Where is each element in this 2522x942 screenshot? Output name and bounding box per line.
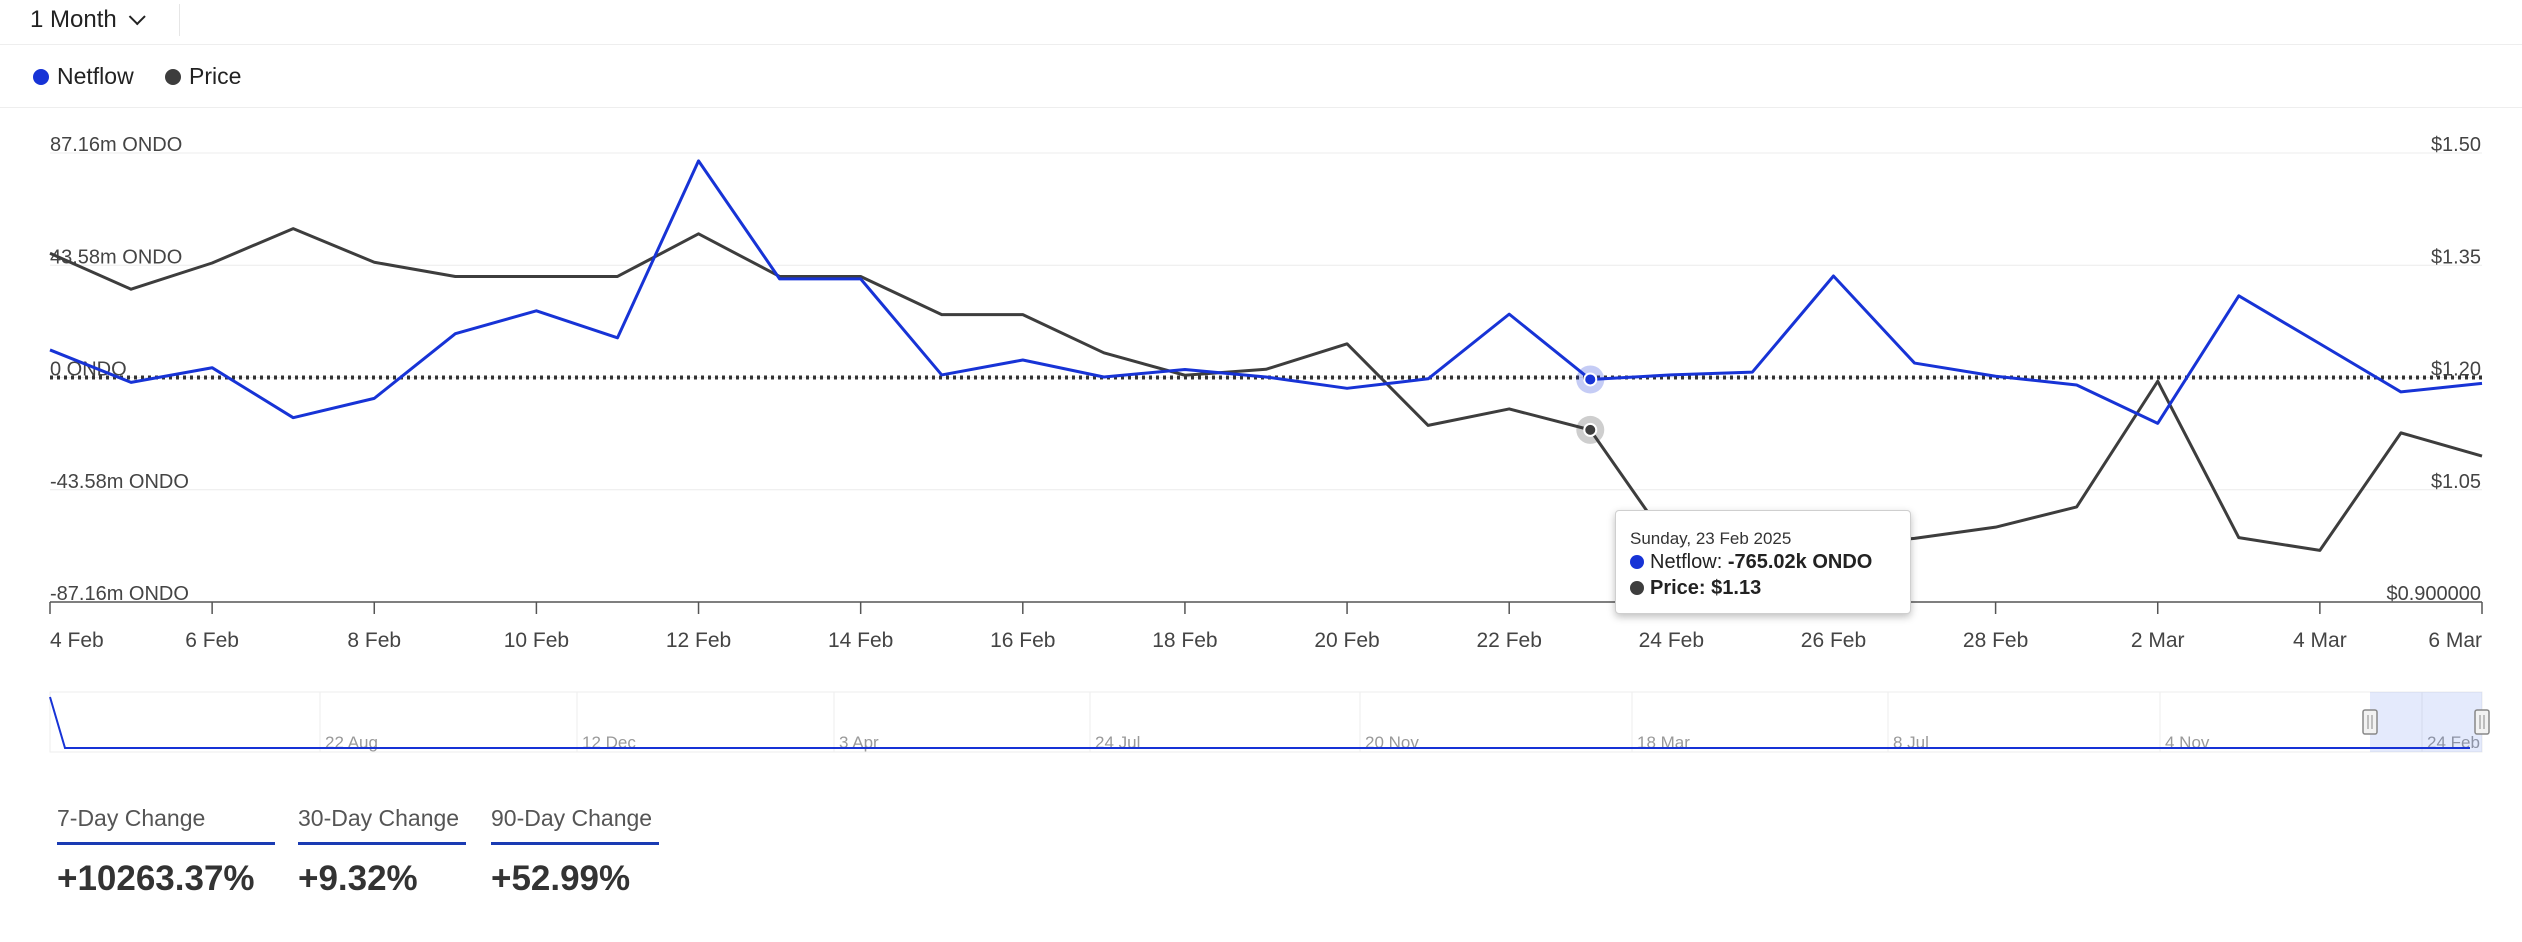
navigator-series-line — [49, 696, 2470, 749]
navigator-handle[interactable] — [2362, 709, 2378, 735]
price-hover-point — [1583, 422, 1598, 437]
tooltip-price-label: Price: — [1650, 577, 1712, 599]
navigator-label: 4 Nov — [2165, 733, 2210, 752]
x-tick-label: 22 Feb — [1477, 629, 1542, 652]
x-tick-label: 18 Feb — [1152, 629, 1217, 652]
x-tick-label: 6 Feb — [185, 629, 239, 652]
x-tick-label: 4 Mar — [2293, 629, 2347, 652]
tooltip: Sunday, 23 Feb 2025 Netflow: -765.02k ON… — [1615, 510, 1911, 614]
x-tick-label: 2 Mar — [2131, 629, 2185, 652]
stat-value: +52.99% — [491, 859, 631, 898]
stat-underline — [491, 842, 659, 845]
toolbar: 1 Month — [0, 0, 2522, 45]
navigator-label: 22 Aug — [325, 733, 378, 752]
price-dot-icon — [165, 69, 181, 85]
y-left-tick-label: -87.16m ONDO — [50, 583, 189, 605]
tooltip-netflow-label: Netflow: — [1650, 551, 1728, 573]
netflow-price-chart[interactable]: 87.16m ONDO 43.58m ONDO 0 ONDO -43.58m ONDO… — [0, 0, 2522, 800]
navigator-label: 8 Jul — [1893, 733, 1929, 752]
y-left-tick-label: 87.16m ONDO — [50, 134, 182, 156]
stat-30-day[interactable]: 30-Day Change +9.32% — [298, 805, 466, 899]
navigator-selection — [2370, 692, 2482, 752]
y-right-tick-label: $1.20 — [2431, 359, 2481, 381]
navigator-label: 24 Jul — [1095, 733, 1140, 752]
stat-underline — [57, 842, 275, 845]
legend-label: Price — [189, 63, 242, 89]
y-left-tick-label: 43.58m ONDO — [50, 246, 182, 268]
navigator-background — [49, 691, 2483, 753]
x-tick-label: 8 Feb — [347, 629, 401, 652]
stat-value: +9.32% — [298, 859, 418, 898]
y-left-tick-label: 0 ONDO — [50, 359, 127, 381]
stat-value: +10263.37% — [57, 859, 255, 898]
range-navigator: 22 Aug 12 Dec 3 Apr 24 Jul 20 Nov 18 Mar 8 Jul… — [49, 691, 2490, 753]
legend: Netflow Price — [0, 45, 2522, 108]
x-tick-label: 16 Feb — [990, 629, 1055, 652]
x-tick-label: 24 Feb — [1639, 629, 1704, 652]
netflow-series-line — [49, 159, 2483, 425]
y-right-tick-label: $1.05 — [2431, 471, 2481, 493]
change-stats: 7-Day Change +10263.37% 30-Day Change +9… — [0, 805, 2522, 942]
tooltip-netflow-row: Netflow: -765.02k ONDO — [1630, 551, 1872, 574]
y-right-tick-label: $0.900000 — [2386, 583, 2481, 605]
x-tick-label: 28 Feb — [1963, 629, 2028, 652]
tooltip-price-value: $1.13 — [1711, 577, 1762, 599]
stat-underline — [298, 842, 466, 845]
period-dropdown[interactable]: 1 Month — [30, 4, 180, 36]
x-tick-label: 14 Feb — [828, 629, 893, 652]
netflow-hover-point — [1583, 372, 1598, 387]
navigator-handle[interactable] — [2474, 709, 2490, 735]
stat-label: 30-Day Change — [298, 805, 460, 831]
y-left-tick-label: -43.58m ONDO — [50, 471, 189, 493]
netflow-dot-icon — [33, 69, 49, 85]
x-tick-label: 4 Feb — [50, 629, 104, 652]
y-right-tick-label: $1.35 — [2431, 246, 2481, 268]
stat-7-day[interactable]: 7-Day Change +10263.37% — [57, 805, 275, 899]
stat-90-day[interactable]: 90-Day Change +52.99% — [491, 805, 659, 899]
price-dot-icon — [1630, 581, 1644, 595]
x-tick-label: 12 Feb — [666, 629, 731, 652]
legend-item-netflow[interactable]: Netflow — [33, 63, 134, 89]
navigator-label: 12 Dec — [582, 733, 636, 752]
tooltip-price-row: Price: $1.13 — [1630, 577, 1761, 600]
stat-label: 90-Day Change — [491, 805, 653, 831]
navigator-label: 18 Mar — [1637, 733, 1690, 752]
tooltip-netflow-value: -765.02k ONDO — [1727, 551, 1873, 573]
tooltip-date: Sunday, 23 Feb 2025 — [1630, 529, 1792, 548]
price-series-line — [49, 227, 2483, 557]
netflow-dot-icon — [1630, 555, 1644, 569]
x-tick-label: 6 Mar — [2428, 629, 2482, 652]
period-label: 1 Month — [30, 6, 117, 33]
x-tick-label: 20 Feb — [1314, 629, 1379, 652]
navigator-label: 20 Nov — [1365, 733, 1419, 752]
stat-label: 7-Day Change — [57, 805, 206, 831]
legend-label: Netflow — [57, 63, 134, 89]
navigator-label: 3 Apr — [839, 733, 879, 752]
y-right-tick-label: $1.50 — [2431, 134, 2481, 156]
legend-item-price[interactable]: Price — [165, 63, 241, 89]
x-tick-label: 26 Feb — [1801, 629, 1866, 652]
x-tick-label: 10 Feb — [504, 629, 569, 652]
